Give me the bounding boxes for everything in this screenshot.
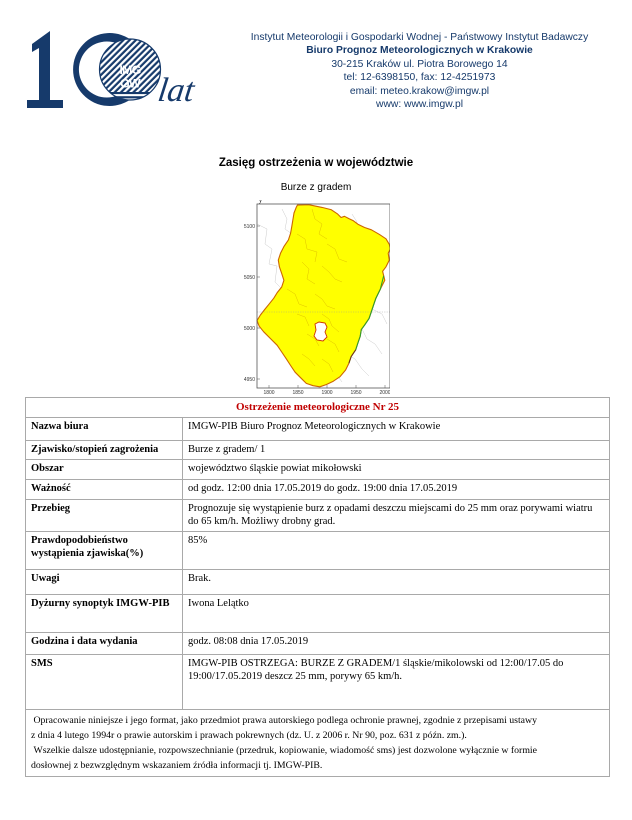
svg-text:lat: lat: [156, 72, 199, 108]
svg-text:5050: 5050: [244, 275, 255, 281]
svg-text:1800: 1800: [263, 390, 274, 394]
svg-text:GW: GW: [120, 77, 141, 91]
svg-text:1850: 1850: [292, 390, 303, 394]
svg-text:4950: 4950: [244, 377, 255, 383]
svg-text:5100: 5100: [244, 224, 255, 230]
svg-text:5000: 5000: [244, 326, 255, 332]
svg-text:2000: 2000: [379, 390, 390, 394]
svg-text:1950: 1950: [350, 390, 361, 394]
svg-text:IMG: IMG: [119, 63, 140, 77]
svg-text:1900: 1900: [321, 390, 332, 394]
svg-text:y: y: [259, 200, 262, 204]
